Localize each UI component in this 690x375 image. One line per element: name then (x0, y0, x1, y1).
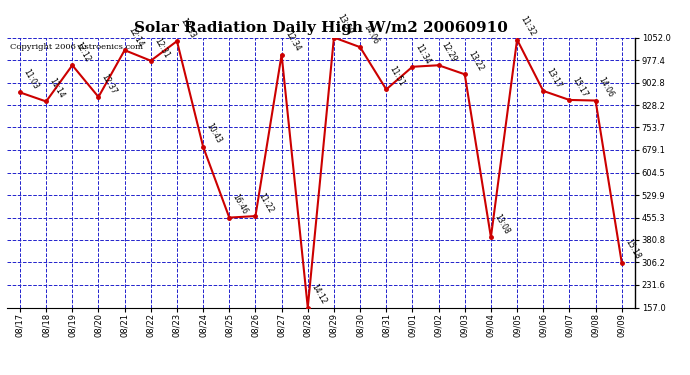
Text: 12:29: 12:29 (440, 40, 459, 64)
Text: 10:43: 10:43 (204, 122, 224, 146)
Text: 16:46: 16:46 (230, 193, 249, 216)
Text: Copyright 2006 Astroenics.com: Copyright 2006 Astroenics.com (10, 43, 143, 51)
Text: 13:59: 13:59 (335, 13, 354, 36)
Text: 11:03: 11:03 (21, 68, 40, 91)
Text: 12:37: 12:37 (100, 72, 119, 96)
Text: 14:12: 14:12 (309, 283, 328, 306)
Text: 11:51: 11:51 (388, 65, 406, 88)
Text: 12:12: 12:12 (74, 41, 92, 64)
Text: 14:06: 14:06 (362, 22, 380, 46)
Text: 11:34: 11:34 (414, 42, 433, 65)
Text: 11:32: 11:32 (518, 15, 537, 38)
Text: 11:22: 11:22 (257, 192, 275, 215)
Text: 15:17: 15:17 (571, 75, 589, 99)
Text: 13:33: 13:33 (178, 16, 197, 40)
Title: Solar Radiation Daily High W/m2 20060910: Solar Radiation Daily High W/m2 20060910 (134, 21, 508, 35)
Text: 12:31: 12:31 (152, 36, 171, 59)
Text: 11:14: 11:14 (48, 77, 66, 100)
Text: 13:17: 13:17 (544, 66, 563, 90)
Text: 15:18: 15:18 (623, 238, 642, 261)
Text: 12:14: 12:14 (126, 26, 145, 49)
Text: 14:06: 14:06 (597, 76, 615, 99)
Text: 13:22: 13:22 (466, 50, 485, 73)
Text: 13:08: 13:08 (492, 213, 511, 236)
Text: 12:34: 12:34 (283, 30, 302, 53)
